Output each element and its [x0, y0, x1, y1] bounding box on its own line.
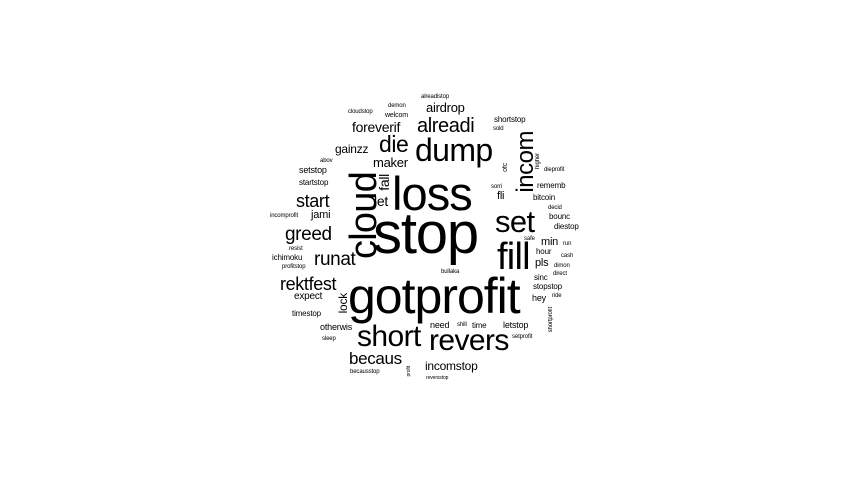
word-gainzz: gainzz — [335, 142, 369, 156]
word-need: need — [430, 320, 450, 330]
word-fall: fall — [376, 174, 392, 191]
word-die: die — [379, 131, 409, 157]
word-jami: jami — [311, 209, 331, 221]
word-sleep: sleep — [322, 336, 336, 342]
word-time: time — [472, 321, 487, 330]
word-pls: pls — [535, 257, 549, 269]
word-rememb: rememb — [537, 181, 566, 190]
word-decid: decid — [548, 205, 562, 211]
word-startstop: startstop — [299, 178, 329, 187]
word-cloudstop: cloudstop — [348, 109, 373, 115]
word-runat: runat — [314, 249, 356, 270]
word-let: let — [374, 193, 388, 209]
word-dump: dump — [415, 132, 493, 168]
word-sold: sold — [493, 126, 504, 132]
word-resist: resist — [289, 246, 303, 252]
word-start: start — [296, 191, 330, 211]
word-revers: revers — [429, 324, 509, 357]
word-lock: lock — [336, 293, 350, 314]
word-dimon: dimon — [554, 263, 570, 269]
word-safe: safe — [524, 236, 535, 242]
word-fli: fli — [497, 190, 505, 202]
word-higher: higher — [535, 153, 541, 169]
word-sinc: sinc — [534, 273, 548, 282]
word-otherwis: otherwis — [320, 322, 353, 332]
word-rektfest: rektfest — [280, 274, 337, 294]
word-incomprofit: incomprofit — [270, 213, 299, 219]
word-ofc: ofc — [502, 163, 509, 172]
word-bullaka: bullaka — [441, 269, 460, 275]
word-fill: fill — [497, 236, 531, 278]
word-demon: demon — [388, 103, 406, 109]
word-abov: abov — [320, 158, 333, 164]
word-shill: shill — [457, 322, 467, 328]
word-reversstop: reversstop — [426, 375, 449, 381]
word-incomstop: incomstop — [425, 359, 478, 373]
word-loss: loss — [392, 167, 473, 220]
word-alreadistop: alreadistop — [421, 94, 450, 100]
word-short: short — [357, 320, 421, 353]
word-diestop: diestop — [554, 222, 579, 231]
word-dieprofit: dieprofit — [544, 167, 565, 173]
word-bitcoin: bitcoin — [533, 193, 556, 202]
word-hey: hey — [532, 293, 546, 303]
word-letstop: letstop — [503, 320, 529, 330]
word-alreadi: alreadi — [417, 115, 475, 137]
word-greed: greed — [285, 224, 332, 245]
word-profit: profit — [406, 366, 412, 377]
word-foreverif: foreverif — [352, 119, 401, 135]
word-cash: cash — [561, 253, 574, 259]
word-setprofit: setprofit — [512, 334, 533, 340]
word-stop: stop — [373, 201, 479, 266]
word-bounc: bounc — [549, 212, 570, 221]
word-shortprofit: shortprofit — [548, 307, 554, 333]
word-welcom: welcom — [385, 112, 408, 119]
word-gotprofit: gotprofit — [348, 268, 521, 324]
word-ride: ride — [552, 293, 562, 299]
word-min: min — [541, 236, 559, 248]
word-ichimoku: ichimoku — [272, 253, 303, 262]
word-run: run — [563, 241, 572, 247]
word-sorri: sorri — [491, 184, 503, 190]
word-expect: expect — [294, 291, 323, 302]
word-becaus: becaus — [349, 349, 402, 368]
word-maker: maker — [373, 155, 408, 170]
word-shortstop: shortstop — [494, 115, 526, 124]
word-direct: direct — [553, 271, 567, 277]
word-airdrop: airdrop — [426, 100, 465, 115]
word-stopstop: stopstop — [533, 282, 562, 291]
word-profitstop: profitstop — [282, 264, 306, 270]
word-setstop: setstop — [299, 165, 327, 175]
word-hour: hour — [536, 247, 552, 256]
word-becausstop: becausstop — [350, 369, 380, 375]
word-set: set — [495, 204, 535, 239]
word-timestop: timestop — [292, 309, 321, 318]
